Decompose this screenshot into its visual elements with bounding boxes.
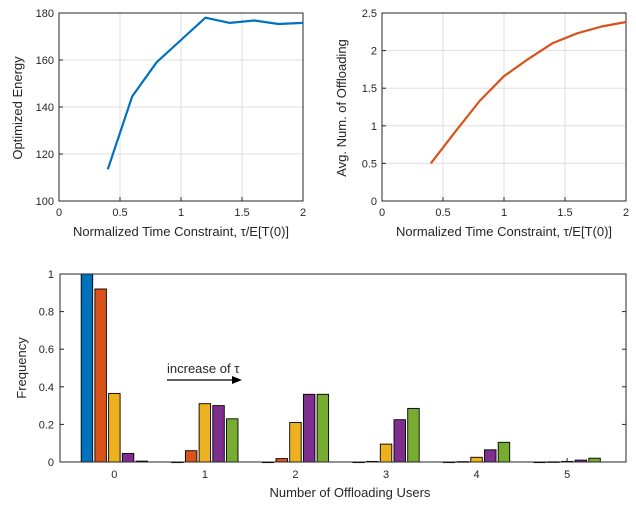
frequency-bar	[407, 407, 420, 463]
offloading-chart-xlabel: Normalized Time Constraint, τ/E[T(0)]	[396, 224, 612, 239]
frequency-xtick-label: 3	[383, 469, 389, 481]
frequency-xtick-label: 2	[292, 469, 298, 481]
energy-chart-ylabel: Optimized Energy	[10, 56, 25, 160]
offloading-ytick-label: 0	[371, 196, 377, 208]
energy-xtick-label: 2	[300, 207, 306, 219]
energy-ytick-label: 140	[36, 102, 54, 114]
offloading-xtick-label: 0.5	[435, 207, 450, 219]
energy-ytick-label: 100	[36, 196, 54, 208]
energy-plot-frame	[58, 12, 304, 202]
energy-xtick-label: 0.5	[112, 207, 127, 219]
frequency-xtick-label: 1	[202, 469, 208, 481]
frequency-bar	[80, 273, 94, 463]
frequency-ytick-label: 0.6	[39, 344, 54, 356]
frequency-ytick-label: 1	[48, 269, 54, 281]
frequency-ytick-label: 0.4	[39, 382, 54, 394]
frequency-plot-frame	[59, 273, 627, 463]
offloading-ytick-label: 1.5	[362, 83, 377, 95]
energy-xtick-label: 1	[178, 207, 184, 219]
offloading-line-chart: 0 0.5 1 1.5 2 0 0.5 1 1.5 2 2.5	[362, 8, 629, 219]
frequency-bar	[393, 419, 406, 463]
frequency-bar	[94, 288, 107, 463]
frequency-bar	[379, 443, 393, 463]
offloading-ytick-label: 2	[371, 46, 377, 58]
frequency-chart-ylabel: Frequency	[14, 337, 29, 399]
offloading-ytick-label: 1	[371, 121, 377, 133]
energy-ytick-label: 160	[36, 55, 54, 67]
frequency-bar	[289, 422, 302, 463]
frequency-ytick-label: 0	[48, 457, 54, 469]
frequency-bar	[121, 453, 135, 463]
frequency-xtick-label: 0	[111, 469, 117, 481]
frequency-bar	[198, 403, 212, 463]
energy-chart-xlabel: Normalized Time Constraint, τ/E[T(0)]	[73, 224, 289, 239]
frequency-bar	[484, 449, 497, 463]
frequency-bar	[275, 458, 288, 463]
frequency-bar	[226, 418, 239, 463]
frequency-xtick-label: 5	[564, 469, 570, 481]
frequency-bar-chart: 0 0.2 0.4 0.6 0.8 1 0 1 2 3 4 5	[39, 269, 627, 481]
offloading-xtick-label: 1.5	[557, 207, 572, 219]
frequency-ytick-label: 0.8	[39, 307, 54, 319]
offloading-xtick-label: 1	[501, 207, 507, 219]
frequency-xtick-label: 4	[474, 469, 480, 481]
energy-series-line	[106, 16, 304, 170]
frequency-bar	[108, 392, 121, 463]
offloading-ytick-label: 0.5	[362, 158, 377, 170]
energy-ytick-label: 180	[36, 8, 54, 20]
offloading-plot-frame	[381, 12, 627, 202]
energy-xtick-label: 0	[56, 207, 62, 219]
frequency-bar	[302, 393, 316, 463]
energy-xtick-label: 1.5	[234, 207, 249, 219]
offloading-series-line	[429, 20, 627, 165]
frequency-chart-xlabel: Number of Offloading Users	[270, 485, 431, 500]
frequency-bar	[212, 405, 225, 463]
frequency-bar	[316, 393, 330, 463]
frequency-ytick-label: 0.2	[39, 419, 54, 431]
energy-line-chart: 0 0.5 1 1.5 2 100 120 140 160 180	[36, 8, 306, 219]
energy-ytick-label: 120	[36, 149, 54, 161]
arrow-right-icon	[167, 376, 242, 384]
frequency-bar	[184, 450, 198, 463]
frequency-bar	[588, 457, 601, 463]
offloading-xtick-label: 0	[379, 207, 385, 219]
offloading-ytick-label: 2.5	[362, 8, 377, 20]
frequency-bar	[497, 441, 511, 463]
offloading-xtick-label: 2	[623, 207, 629, 219]
increase-annotation: increase of τ	[167, 361, 240, 376]
offloading-chart-ylabel: Avg. Num. of Offloading	[334, 39, 349, 177]
frequency-bar	[470, 456, 483, 463]
